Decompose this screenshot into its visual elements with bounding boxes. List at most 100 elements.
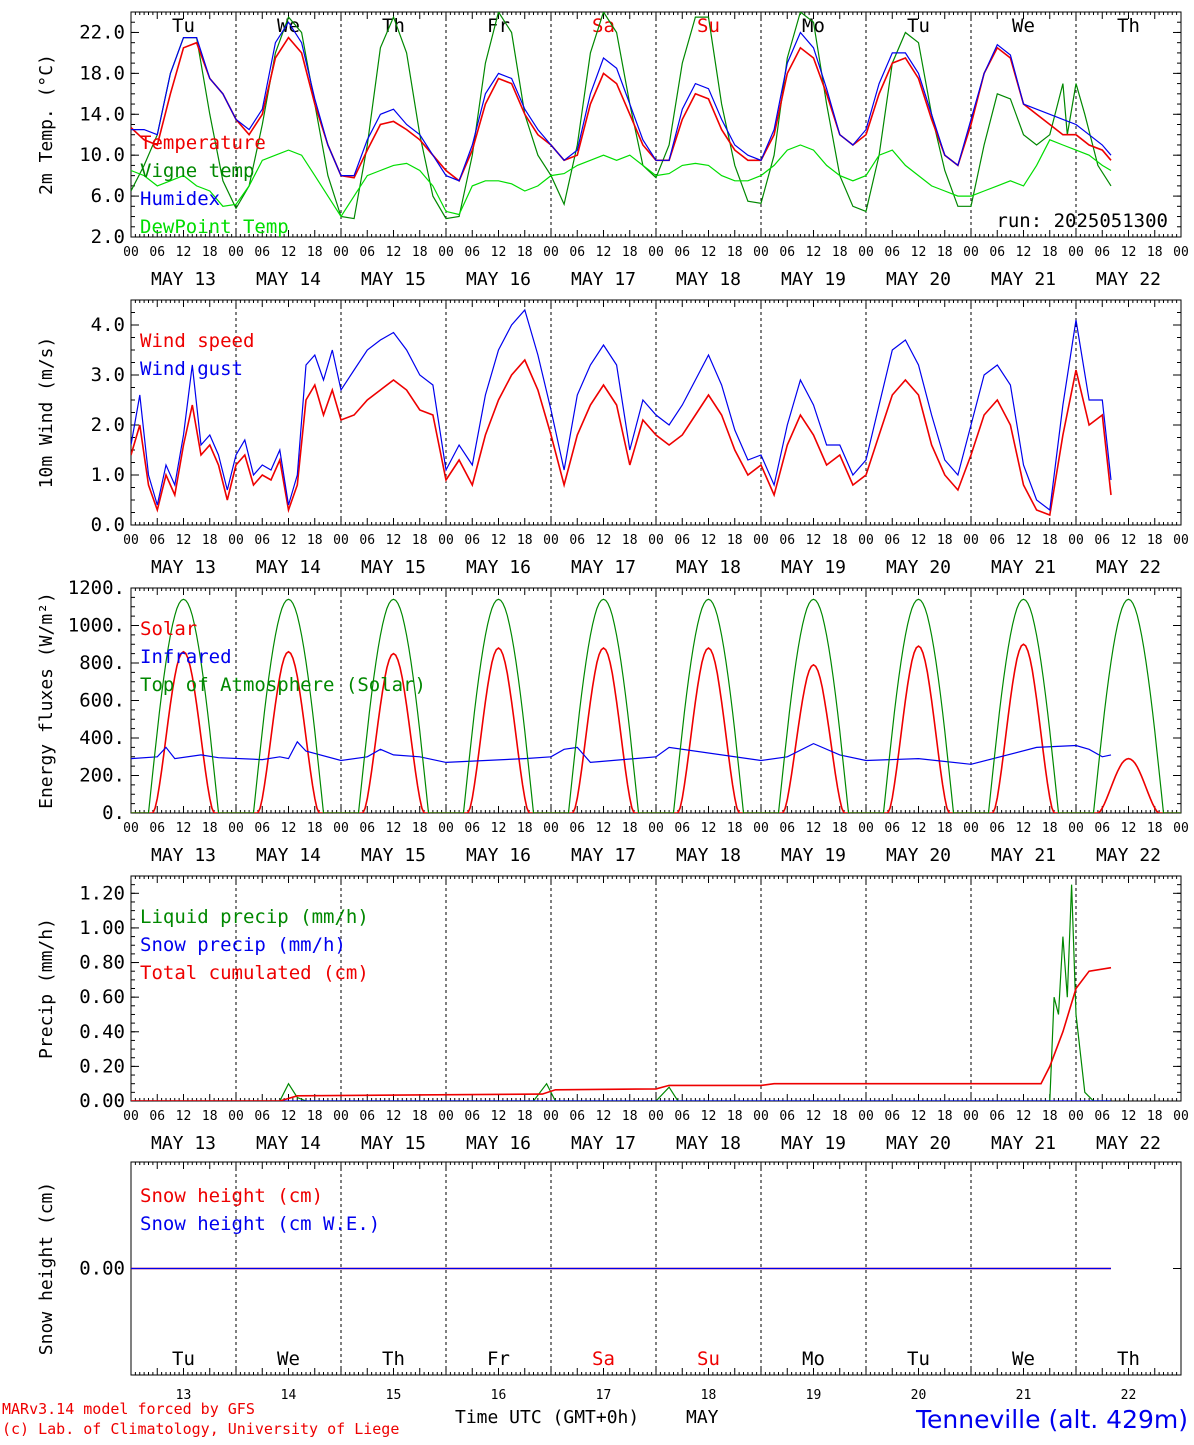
day-number-label: 17 [596, 1388, 612, 1403]
date-label: MAY 16 [466, 269, 531, 290]
station-label: Tenneville (alt. 429m) [915, 1405, 1188, 1434]
hour-label: 12 [1016, 821, 1032, 836]
y-tick-label: 18.0 [79, 62, 125, 84]
date-label: MAY 14 [256, 269, 321, 290]
y-tick-label: 1.00 [79, 917, 125, 939]
hour-label: 18 [937, 533, 953, 548]
legend-entry: Liquid precip (mm/h) [140, 906, 369, 928]
y-tick-label: 1.0 [91, 464, 125, 486]
hour-label: 12 [806, 245, 822, 260]
hour-label: 18 [832, 245, 848, 260]
hour-label: 18 [937, 821, 953, 836]
hour-label: 06 [359, 245, 375, 260]
y-axis-label: 10m Wind (m/s) [36, 337, 57, 489]
hour-label: 12 [281, 821, 297, 836]
hour-label: 12 [491, 821, 507, 836]
hour-label: 06 [464, 245, 480, 260]
hour-label: 12 [281, 1109, 297, 1124]
hour-label: 00 [1068, 1109, 1084, 1124]
date-label: MAY 20 [886, 1133, 951, 1154]
y-tick-label: 4.0 [91, 314, 125, 336]
hour-label: 18 [202, 533, 218, 548]
date-label: MAY 15 [361, 1133, 426, 1154]
date-label: MAY 20 [886, 845, 951, 866]
panel-3: 0.00 0.20 0.40 0.60 0.80 1.00 1.20 Precip (mm/h… [36, 875, 1189, 1154]
hour-label: 00 [333, 821, 349, 836]
hour-label: 12 [1121, 1109, 1137, 1124]
hour-label: 06 [779, 533, 795, 548]
hour-label: 06 [779, 821, 795, 836]
date-label: MAY 18 [676, 1133, 741, 1154]
date-label: MAY 16 [466, 845, 531, 866]
hour-label: 06 [989, 245, 1005, 260]
hour-label: 12 [386, 245, 402, 260]
hour-label: 06 [569, 245, 585, 260]
hour-label: 00 [543, 1109, 559, 1124]
hour-label: 12 [491, 1109, 507, 1124]
panel-4: 0.00 Snow height (cm) Tu 13 We 14 Th 15 Fr 16 Sa 17… [36, 1161, 1182, 1403]
hour-label: 12 [701, 1109, 717, 1124]
hour-label: 06 [359, 533, 375, 548]
hour-label: 06 [569, 821, 585, 836]
hour-label: 18 [307, 533, 323, 548]
y-tick-label: 22.0 [79, 21, 125, 43]
legend-entry: Vigne temp [140, 160, 254, 182]
legend-entry: Solar [140, 618, 197, 640]
hour-label: 12 [491, 245, 507, 260]
hour-label: 18 [1147, 1109, 1163, 1124]
hour-label: 18 [412, 533, 428, 548]
hour-label: 00 [1068, 533, 1084, 548]
weekday-label: Mo [802, 15, 825, 37]
hour-label: 18 [412, 1109, 428, 1124]
hour-label: 18 [517, 533, 533, 548]
date-label: MAY 17 [571, 269, 636, 290]
plot-frame [130, 11, 1182, 238]
weekday-label: Fr [487, 15, 510, 37]
date-label: MAY 20 [886, 557, 951, 578]
date-label: MAY 19 [781, 557, 846, 578]
hour-label: 00 [228, 821, 244, 836]
weekday-label: We [1012, 15, 1035, 37]
hour-label: 06 [254, 821, 270, 836]
hour-label: 18 [622, 1109, 638, 1124]
y-tick-label: 1200. [68, 577, 125, 599]
run-annotation: run: 2025051300 [996, 210, 1168, 232]
hour-label: 18 [202, 245, 218, 260]
y-axis-label: Precip (mm/h) [36, 918, 57, 1059]
weekday-label: Tu [907, 1348, 930, 1370]
hour-label: 18 [517, 1109, 533, 1124]
day-number-label: 22 [1121, 1388, 1137, 1403]
hour-label: 18 [307, 245, 323, 260]
hour-label: 00 [333, 533, 349, 548]
hour-label: 18 [937, 1109, 953, 1124]
date-label: MAY 16 [466, 557, 531, 578]
series-line-top-of-atmosphere-solar- [131, 598, 1181, 813]
hour-label: 18 [622, 245, 638, 260]
hour-label: 12 [596, 1109, 612, 1124]
day-number-label: 13 [176, 1388, 192, 1403]
series-line-vigne-temp [131, 12, 1112, 220]
hour-label: 12 [491, 533, 507, 548]
date-label: MAY 15 [361, 557, 426, 578]
hour-label: 00 [753, 821, 769, 836]
hour-label: 06 [674, 533, 690, 548]
hour-label: 06 [884, 1109, 900, 1124]
hour-label: 00 [543, 245, 559, 260]
series-line-infrared [131, 740, 1112, 765]
date-label: MAY 18 [676, 269, 741, 290]
hour-label: 00 [1068, 821, 1084, 836]
day-number-label: 19 [806, 1388, 822, 1403]
hour-label: 00 [963, 533, 979, 548]
y-tick-label: 0.40 [79, 1021, 125, 1043]
hour-label: 06 [1094, 245, 1110, 260]
day-number-label: 16 [491, 1388, 507, 1403]
hour-label: 12 [1016, 245, 1032, 260]
day-number-label: 18 [701, 1388, 717, 1403]
hour-label: 12 [596, 533, 612, 548]
hour-label: 06 [1094, 1109, 1110, 1124]
date-label: MAY 22 [1096, 845, 1161, 866]
hour-label: 12 [1016, 533, 1032, 548]
date-label: MAY 17 [571, 1133, 636, 1154]
date-label: MAY 13 [151, 557, 216, 578]
hour-label: 06 [779, 1109, 795, 1124]
